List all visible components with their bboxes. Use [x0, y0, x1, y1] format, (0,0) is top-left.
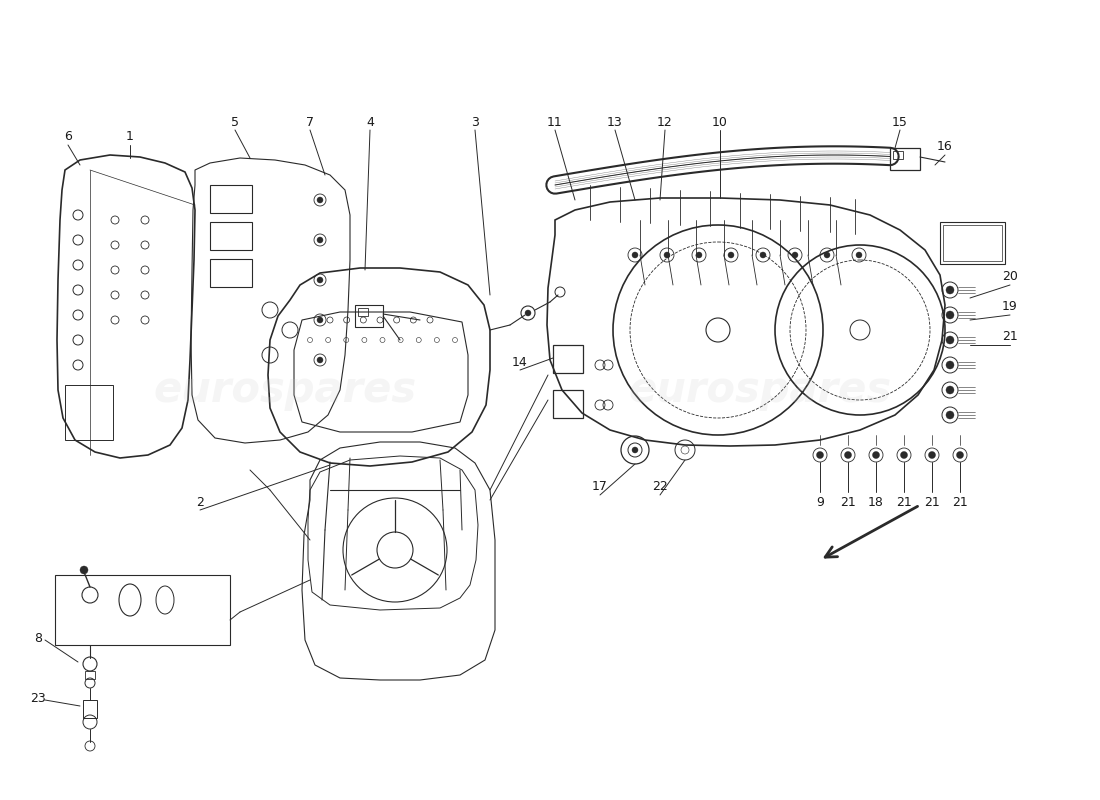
- Bar: [943, 225, 1002, 261]
- Text: 21: 21: [953, 495, 968, 509]
- Circle shape: [317, 237, 323, 243]
- Bar: [210, 222, 252, 250]
- Text: 21: 21: [924, 495, 939, 509]
- Circle shape: [946, 411, 954, 419]
- Circle shape: [872, 451, 880, 458]
- Circle shape: [946, 286, 954, 294]
- Circle shape: [845, 451, 851, 458]
- Circle shape: [946, 311, 954, 319]
- Bar: [553, 345, 583, 373]
- Bar: [210, 185, 252, 213]
- Circle shape: [760, 252, 766, 258]
- Circle shape: [696, 252, 702, 258]
- Text: 7: 7: [306, 115, 313, 129]
- Circle shape: [80, 566, 88, 574]
- Bar: [85, 671, 95, 679]
- Text: 2: 2: [196, 495, 204, 509]
- Bar: [358, 308, 368, 316]
- Text: 16: 16: [937, 141, 953, 154]
- Circle shape: [632, 447, 638, 453]
- Circle shape: [317, 357, 323, 363]
- Bar: [55, 575, 230, 645]
- Bar: [893, 151, 903, 159]
- Text: 5: 5: [231, 115, 239, 129]
- Bar: [210, 259, 252, 287]
- Text: 10: 10: [712, 115, 728, 129]
- Circle shape: [928, 451, 935, 458]
- Circle shape: [317, 277, 323, 283]
- Circle shape: [317, 197, 323, 203]
- Bar: [553, 390, 583, 418]
- Text: 13: 13: [607, 115, 623, 129]
- Text: 18: 18: [868, 495, 884, 509]
- Circle shape: [664, 252, 670, 258]
- Text: 22: 22: [652, 481, 668, 494]
- Text: 4: 4: [366, 115, 374, 129]
- Text: 23: 23: [30, 691, 46, 705]
- Text: 12: 12: [657, 115, 673, 129]
- Circle shape: [632, 252, 638, 258]
- Circle shape: [525, 310, 531, 316]
- Text: 15: 15: [892, 115, 907, 129]
- Circle shape: [792, 252, 798, 258]
- Circle shape: [946, 336, 954, 344]
- Bar: [940, 222, 1005, 264]
- Text: 21: 21: [1002, 330, 1018, 343]
- Circle shape: [856, 252, 862, 258]
- Circle shape: [317, 317, 323, 323]
- Text: 6: 6: [64, 130, 72, 143]
- Circle shape: [946, 386, 954, 394]
- Circle shape: [816, 451, 824, 458]
- Text: 3: 3: [471, 115, 478, 129]
- Text: 8: 8: [34, 631, 42, 645]
- Text: 11: 11: [547, 115, 563, 129]
- Bar: [65, 385, 113, 440]
- Circle shape: [728, 252, 734, 258]
- Bar: [355, 305, 383, 327]
- Text: 14: 14: [513, 355, 528, 369]
- Circle shape: [681, 446, 689, 454]
- Text: 9: 9: [816, 495, 824, 509]
- Text: 21: 21: [896, 495, 912, 509]
- Text: 19: 19: [1002, 301, 1018, 314]
- Circle shape: [946, 361, 954, 369]
- Text: eurospares: eurospares: [153, 369, 417, 411]
- Text: 1: 1: [126, 130, 134, 143]
- Text: 21: 21: [840, 495, 856, 509]
- Circle shape: [901, 451, 908, 458]
- Circle shape: [957, 451, 964, 458]
- Bar: [82, 700, 97, 718]
- Text: eurospares: eurospares: [628, 369, 892, 411]
- Bar: [890, 148, 920, 170]
- Text: 20: 20: [1002, 270, 1018, 283]
- Circle shape: [824, 252, 830, 258]
- Text: 17: 17: [592, 481, 608, 494]
